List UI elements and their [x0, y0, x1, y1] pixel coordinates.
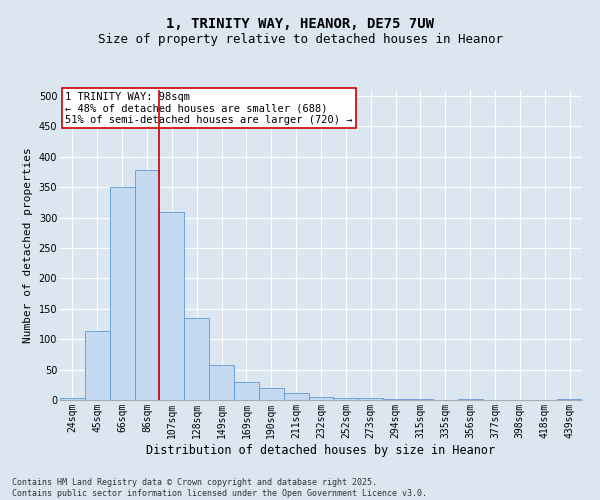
- Bar: [60, 398, 85, 400]
- Bar: [209, 366, 234, 400]
- Text: Size of property relative to detached houses in Heanor: Size of property relative to detached ho…: [97, 32, 503, 46]
- Y-axis label: Number of detached properties: Number of detached properties: [23, 147, 33, 343]
- Bar: [134, 170, 160, 400]
- Bar: [160, 212, 184, 400]
- Bar: [358, 398, 383, 400]
- Bar: [383, 399, 408, 400]
- X-axis label: Distribution of detached houses by size in Heanor: Distribution of detached houses by size …: [146, 444, 496, 456]
- Text: 1 TRINITY WAY: 98sqm
← 48% of detached houses are smaller (688)
51% of semi-deta: 1 TRINITY WAY: 98sqm ← 48% of detached h…: [65, 92, 353, 124]
- Bar: [234, 382, 259, 400]
- Bar: [259, 388, 284, 400]
- Bar: [284, 392, 308, 400]
- Bar: [184, 318, 209, 400]
- Bar: [334, 398, 358, 400]
- Text: 1, TRINITY WAY, HEANOR, DE75 7UW: 1, TRINITY WAY, HEANOR, DE75 7UW: [166, 18, 434, 32]
- Text: Contains HM Land Registry data © Crown copyright and database right 2025.
Contai: Contains HM Land Registry data © Crown c…: [12, 478, 427, 498]
- Bar: [85, 332, 110, 400]
- Bar: [308, 397, 334, 400]
- Bar: [110, 188, 134, 400]
